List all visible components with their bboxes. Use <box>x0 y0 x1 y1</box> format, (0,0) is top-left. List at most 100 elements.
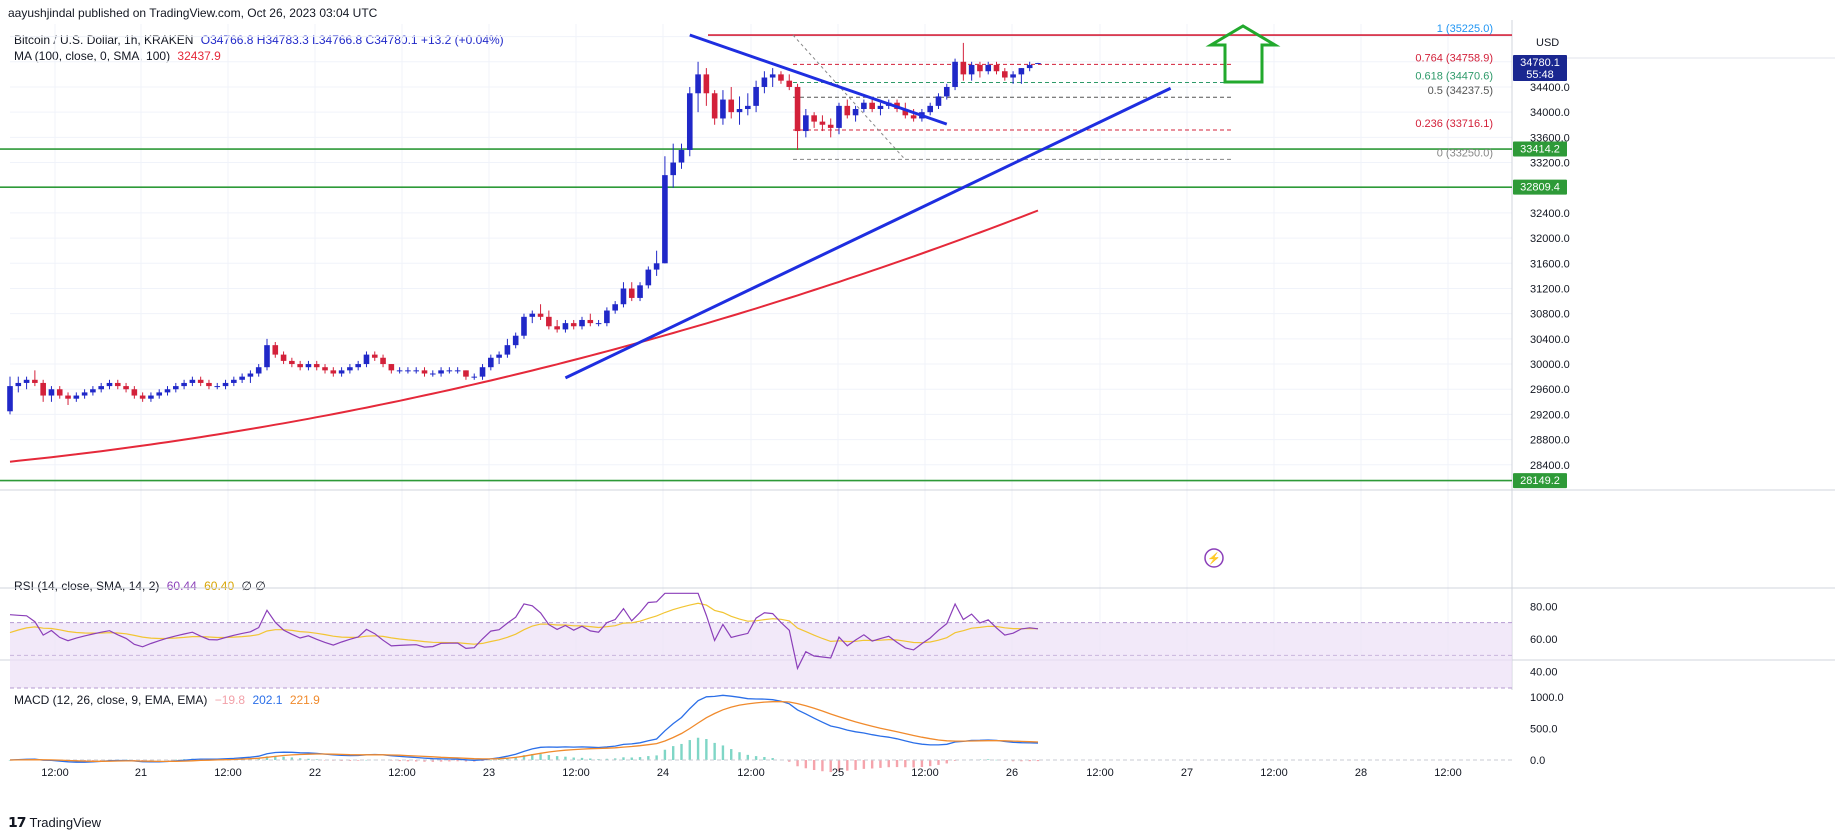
candle-up <box>479 367 486 377</box>
macd-hist-bar <box>854 760 857 770</box>
candle-down <box>703 74 710 94</box>
macd-hist-bar <box>489 759 493 761</box>
ma-label[interactable]: MA (100, close, 0, SMA, 100) <box>14 49 171 63</box>
candle-up <box>48 389 55 396</box>
candle-up <box>529 313 536 317</box>
candle-up <box>952 61 958 87</box>
macd-label[interactable]: MACD (12, 26, close, 9, EMA, EMA) <box>14 693 208 707</box>
candle-down <box>778 74 784 81</box>
macd-hist-bar <box>398 760 401 762</box>
time-axis-label: 12:00 <box>1086 767 1114 779</box>
macd-hist-bar <box>788 760 791 762</box>
macd-line <box>9 694 1039 763</box>
candle-up <box>247 373 254 377</box>
price-axis-label: 34000.0 <box>1530 107 1570 119</box>
candle-up <box>753 86 759 106</box>
candle-up <box>156 392 163 396</box>
macd-legend: MACD (12, 26, close, 9, EMA, EMA) −19.8 … <box>14 693 324 707</box>
brand[interactable]: 𝟭𝟳 TradingView <box>8 814 101 831</box>
macd-hist-bar <box>406 760 410 762</box>
candle-down <box>40 382 46 396</box>
candle-down <box>1002 71 1008 78</box>
signal-line <box>9 700 1039 763</box>
candle-down <box>993 64 1000 72</box>
candle-up <box>488 357 494 368</box>
candle-up <box>595 323 602 325</box>
candle-up <box>23 379 30 383</box>
rsi-legend: RSI (14, close, SMA, 14, 2) 60.44 60.40 … <box>14 579 270 593</box>
fibonacci-levels: 1 (35225.0) 0.764 (34758.9) 0.618 (34470.6… <box>792 23 1493 160</box>
candle-up <box>720 99 726 119</box>
candle-up <box>695 74 701 94</box>
trendline <box>689 33 948 126</box>
candle-down <box>322 367 328 371</box>
macd-hist-bar <box>862 760 866 769</box>
candle-down <box>811 115 817 122</box>
price-axis-label: 33200.0 <box>1530 158 1570 170</box>
rsi-extra: ∅ ∅ <box>241 579 266 593</box>
macd-hist-bar <box>265 756 269 760</box>
price-badge <box>1513 141 1567 157</box>
time-axis-label: 12:00 <box>562 767 590 779</box>
candle-up <box>73 395 80 399</box>
candle-up <box>264 345 270 368</box>
macd-hist-bar <box>746 754 750 760</box>
macd-hist-bar <box>298 758 302 760</box>
candle-up <box>968 64 975 75</box>
time-axis: 12:00 21 12:00 22 12:00 23 12:00 24 12:00 25 12:00… <box>41 767 1462 779</box>
candle-up <box>645 269 652 286</box>
lightning-glyph: ⚡ <box>1207 552 1221 565</box>
candle-up <box>173 386 179 390</box>
candle-up <box>454 370 461 372</box>
candle-up <box>678 149 685 163</box>
macd-hist-bar <box>547 754 551 760</box>
macd-hist-bar <box>290 757 294 760</box>
indicator-bands <box>10 622 1512 689</box>
candle-up <box>662 175 668 264</box>
candle-down <box>280 354 287 361</box>
candle-down <box>794 86 801 132</box>
rsi-value: 60.44 <box>166 579 197 593</box>
candle-down <box>289 360 295 365</box>
candle-down <box>819 121 826 125</box>
macd-hist-bar <box>638 757 642 760</box>
rsi-label[interactable]: RSI (14, close, SMA, 14, 2) <box>14 579 160 593</box>
rsi-axis-label: 40.00 <box>1530 667 1558 679</box>
macd-hist-bar <box>613 758 617 760</box>
rsi-ma-value: 60.40 <box>204 579 235 593</box>
ma100-line <box>9 209 1039 463</box>
candle-up <box>653 263 660 270</box>
price-badge <box>1513 179 1567 195</box>
candle-down <box>711 93 718 119</box>
macd-hist-bar <box>870 760 874 769</box>
candle-up <box>222 382 229 387</box>
candle-up <box>1018 68 1025 75</box>
candle-up <box>98 386 104 390</box>
candle-down <box>902 109 909 116</box>
macd-hist-bar <box>622 757 625 760</box>
macd-hist-bar <box>696 737 700 760</box>
candle-up <box>396 370 403 372</box>
candle-up <box>852 109 859 116</box>
candle-up <box>985 64 992 72</box>
candle-down <box>197 379 204 383</box>
candle-down <box>910 115 917 119</box>
macd-hist-bar <box>846 760 849 771</box>
candle-up <box>7 386 13 412</box>
candle-down <box>123 386 129 390</box>
macd-hist-bar <box>688 740 691 760</box>
candle-up <box>504 345 511 355</box>
price-axis-label: 33600.0 <box>1530 132 1570 144</box>
macd-hist-bar <box>630 757 633 760</box>
rsi-axis-label: 60.00 <box>1530 634 1558 646</box>
candle-down <box>537 313 544 317</box>
candle-down <box>869 102 875 110</box>
candles <box>7 42 1041 415</box>
candle-up <box>363 354 370 365</box>
candle-up <box>637 285 643 298</box>
macd-axis-label: 0.0 <box>1530 755 1545 767</box>
candle-up <box>512 335 519 346</box>
candle-down <box>977 64 983 72</box>
candle-down <box>844 105 851 116</box>
